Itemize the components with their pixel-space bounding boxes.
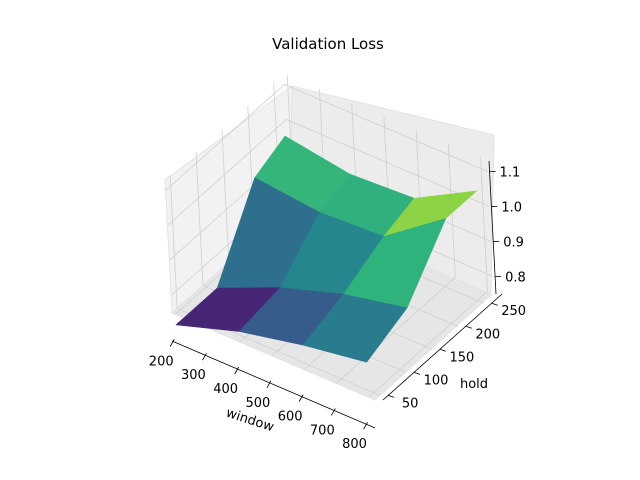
z-tick-label: 0.9 (503, 236, 524, 251)
x-tick-label: 500 (245, 396, 270, 411)
grid-line-y-left (221, 129, 230, 263)
grid-line-y-left (169, 175, 178, 309)
z-tick-label: 0.8 (505, 271, 526, 286)
x-tick-label: 700 (310, 423, 335, 438)
grid-line-z (167, 119, 490, 226)
x-tick-mark (169, 339, 175, 347)
y-tick-label: 150 (449, 350, 474, 365)
z-tick-label: 1.0 (501, 201, 522, 216)
x-tick-label: 200 (149, 354, 174, 369)
z-axis-line (488, 160, 497, 295)
x-axis-line (171, 340, 376, 429)
x-tick-label: 300 (181, 368, 206, 383)
y-tick-label: 100 (424, 373, 449, 388)
grid-line-x (368, 290, 488, 398)
y-tick-mark (413, 371, 421, 375)
x-tick-mark (298, 394, 304, 402)
grid-line-x-back (480, 158, 488, 292)
y-tick-mark (439, 348, 447, 352)
x-tick-mark (330, 408, 336, 416)
x-tick-label: 400 (213, 382, 238, 397)
surface-patch (302, 293, 408, 363)
axes: 200300400500600700800501001502002500.80.… (149, 160, 526, 452)
y-tick-label: 50 (402, 396, 419, 411)
y-tick-mark (465, 325, 472, 329)
y-axis-line (382, 293, 503, 401)
x-tick-mark (234, 366, 240, 375)
grid-line-z (165, 84, 488, 191)
x-tick-label: 800 (342, 437, 367, 452)
x-tick-mark (202, 352, 207, 361)
surface-plot (175, 135, 478, 363)
y-axis-label: hold (460, 377, 488, 392)
x-tick-label: 600 (278, 410, 303, 425)
chart-title: Validation Loss (272, 35, 384, 53)
grid-line-x (336, 277, 456, 384)
x-tick-mark (266, 380, 272, 389)
x-tick-mark (363, 422, 368, 430)
y-tick-label: 200 (475, 327, 500, 342)
z-tick-label: 1.1 (500, 166, 521, 181)
y-tick-label: 250 (501, 304, 526, 319)
y-tick-mark (491, 302, 498, 306)
grid-line-y-left (195, 152, 204, 286)
y-tick-mark (388, 395, 395, 398)
